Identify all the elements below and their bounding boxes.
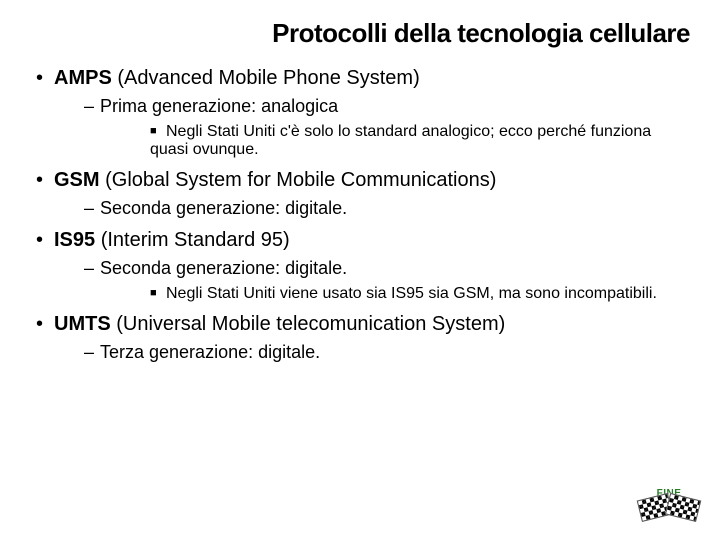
expansion: (Advanced Mobile Phone System) [117,67,419,89]
bullet-l3: ■Negli Stati Uniti c'è solo lo standard … [150,123,690,159]
bullet-l2: –Prima generazione: analogica [84,96,690,117]
item-amps: •AMPS (Advanced Mobile Phone System) –Pr… [30,67,690,159]
dash-icon: – [84,198,100,219]
bullet-l1: •GSM (Global System for Mobile Communica… [36,169,690,192]
dash-icon: – [84,342,100,363]
dash-icon: – [84,96,100,117]
fine-badge[interactable]: FINE [640,488,698,522]
sub-text: Prima generazione: analogica [100,96,338,116]
sub-text: Terza generazione: digitale. [100,342,320,362]
detail-text: Negli Stati Uniti viene usato sia IS95 s… [166,285,657,302]
dash-icon: – [84,258,100,279]
bullet-dot-icon: • [36,169,54,192]
acronym: IS95 [54,229,95,251]
bullet-dot-icon: • [36,229,54,252]
item-is95: •IS95 (Interim Standard 95) –Seconda gen… [30,229,690,303]
expansion: (Universal Mobile telecomunication Syste… [116,313,505,335]
bullet-l2: –Terza generazione: digitale. [84,342,690,363]
bullet-dot-icon: • [36,67,54,90]
item-umts: •UMTS (Universal Mobile telecomunication… [30,313,690,363]
bullet-l2: –Seconda generazione: digitale. [84,198,690,219]
bullet-l1: •AMPS (Advanced Mobile Phone System) [36,67,690,90]
slide: Protocolli della tecnologia cellulare •A… [0,0,720,540]
acronym: AMPS [54,67,112,89]
item-gsm: •GSM (Global System for Mobile Communica… [30,169,690,219]
sub-text: Seconda generazione: digitale. [100,258,347,278]
sub-text: Seconda generazione: digitale. [100,198,347,218]
expansion: (Global System for Mobile Communications… [105,169,496,191]
checkered-flags-icon [640,500,698,522]
bullet-dot-icon: • [36,313,54,336]
bullet-l1: •IS95 (Interim Standard 95) [36,229,690,252]
square-icon: ■ [150,287,166,299]
detail-text: Negli Stati Uniti c'è solo lo standard a… [150,123,651,158]
bullet-l2: –Seconda generazione: digitale. [84,258,690,279]
acronym: GSM [54,169,100,191]
bullet-l3: ■Negli Stati Uniti viene usato sia IS95 … [150,285,690,303]
acronym: UMTS [54,313,111,335]
slide-title: Protocolli della tecnologia cellulare [30,18,690,49]
square-icon: ■ [150,125,166,137]
bullet-l1: •UMTS (Universal Mobile telecomunication… [36,313,690,336]
expansion: (Interim Standard 95) [101,229,290,251]
